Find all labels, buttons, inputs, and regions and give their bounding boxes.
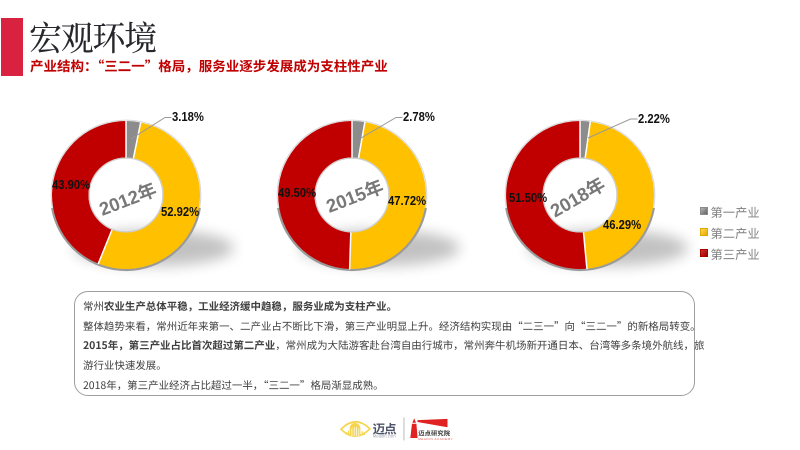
svg-text:迈点: 迈点 — [373, 419, 398, 438]
svg-text:迈点研究院: 迈点研究院 — [418, 429, 451, 438]
svg-text:Meadin.com: Meadin.com — [373, 434, 396, 439]
svg-text:MEADIN ACADEMY: MEADIN ACADEMY — [418, 437, 453, 441]
